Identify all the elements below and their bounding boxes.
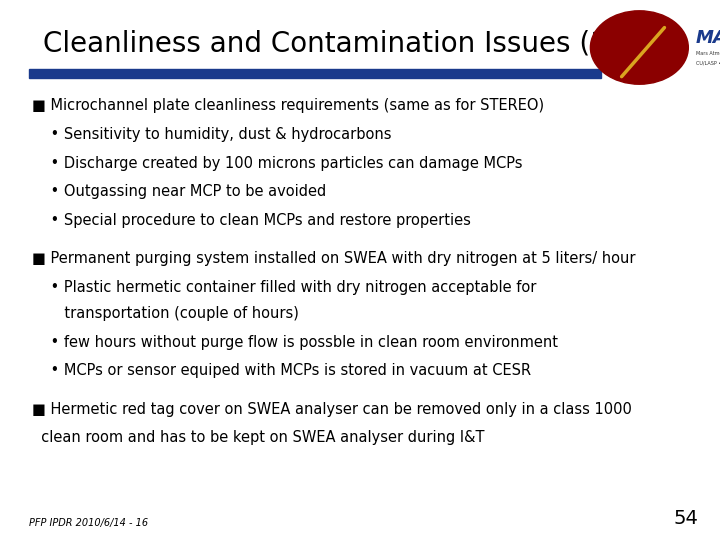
Text: • few hours without purge flow is possble in clean room environment: • few hours without purge flow is possbl… — [32, 335, 559, 350]
Text: • Outgassing near MCP to be avoided: • Outgassing near MCP to be avoided — [32, 184, 327, 199]
Text: ■ Microchannel plate cleanliness requirements (same as for STEREO): ■ Microchannel plate cleanliness require… — [32, 98, 544, 113]
Text: ■ Hermetic red tag cover on SWEA analyser can be removed only in a class 1000: ■ Hermetic red tag cover on SWEA analyse… — [32, 402, 632, 417]
Text: ■ Permanent purging system installed on SWEA with dry nitrogen at 5 liters/ hour: ■ Permanent purging system installed on … — [32, 251, 636, 266]
Text: PFP IPDR 2010/6/14 - 16: PFP IPDR 2010/6/14 - 16 — [29, 518, 148, 528]
Text: • Special procedure to clean MCPs and restore properties: • Special procedure to clean MCPs and re… — [32, 213, 472, 228]
Text: • Plastic hermetic container filled with dry nitrogen acceptable for: • Plastic hermetic container filled with… — [32, 280, 537, 295]
Bar — [29, 69, 601, 78]
Text: clean room and has to be kept on SWEA analyser during I&T: clean room and has to be kept on SWEA an… — [32, 430, 485, 445]
Text: Cleanliness and Contamination Issues (1): Cleanliness and Contamination Issues (1) — [43, 30, 618, 58]
Text: • Sensitivity to humidity, dust & hydrocarbons: • Sensitivity to humidity, dust & hydroc… — [32, 127, 392, 142]
Text: • MCPs or sensor equiped with MCPs is stored in vacuum at CESR: • MCPs or sensor equiped with MCPs is st… — [32, 363, 531, 379]
Circle shape — [590, 11, 688, 84]
Text: Mars Atmosphere and Volatile EvolutioN Mission: Mars Atmosphere and Volatile EvolutioN M… — [696, 51, 720, 57]
Text: CU/LASP • GSFC • UCB/SSL • LTI • JPL: CU/LASP • GSFC • UCB/SSL • LTI • JPL — [696, 61, 720, 66]
Text: MAVEN: MAVEN — [696, 29, 720, 47]
Text: transportation (couple of hours): transportation (couple of hours) — [32, 306, 300, 321]
Text: 54: 54 — [673, 509, 698, 528]
Text: • Discharge created by 100 microns particles can damage MCPs: • Discharge created by 100 microns parti… — [32, 156, 523, 171]
